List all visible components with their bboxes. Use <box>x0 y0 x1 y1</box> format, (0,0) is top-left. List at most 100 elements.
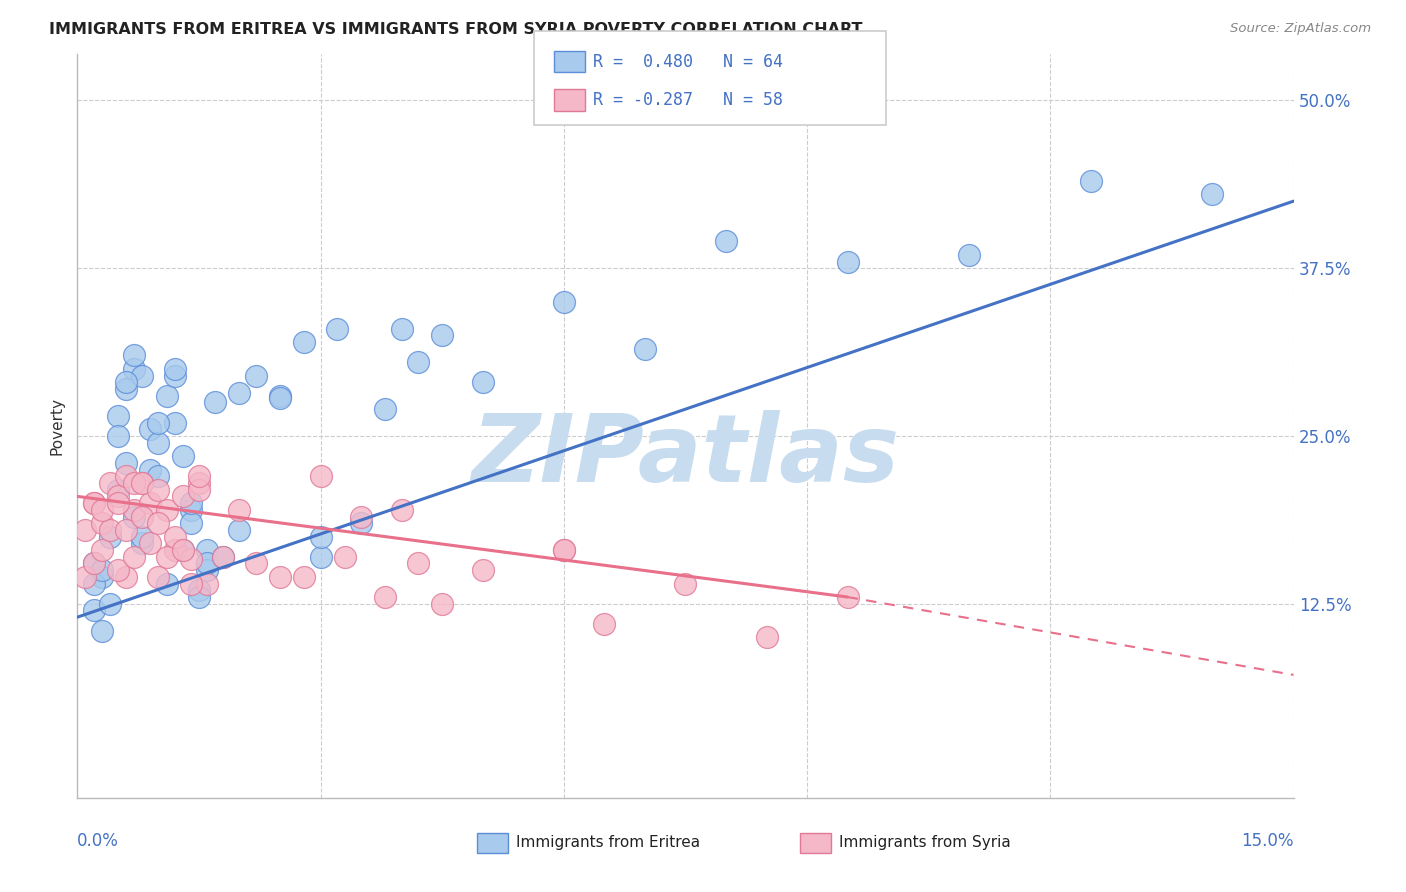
Point <box>155 503 177 517</box>
Point <box>212 549 235 564</box>
Point <box>172 543 194 558</box>
Text: R = -0.287   N = 58: R = -0.287 N = 58 <box>593 91 783 109</box>
Point <box>180 516 202 531</box>
Point <box>139 536 162 550</box>
Point <box>115 523 138 537</box>
Point <box>90 624 112 638</box>
Point <box>837 254 859 268</box>
Point <box>83 603 105 617</box>
Point <box>98 597 121 611</box>
Point <box>107 429 129 443</box>
Point <box>115 456 138 470</box>
Text: 15.0%: 15.0% <box>1241 832 1294 850</box>
Point <box>406 355 429 369</box>
Point <box>634 342 657 356</box>
Point <box>131 475 153 490</box>
Point <box>155 389 177 403</box>
Point <box>115 570 138 584</box>
Point <box>131 368 153 383</box>
Point <box>122 362 145 376</box>
Point <box>714 235 737 249</box>
Point <box>180 503 202 517</box>
Point <box>406 557 429 571</box>
Point <box>122 503 145 517</box>
Point <box>292 334 315 349</box>
Point <box>755 630 778 644</box>
Point <box>180 496 202 510</box>
Point <box>90 570 112 584</box>
Y-axis label: Poverty: Poverty <box>49 397 65 455</box>
Point <box>553 294 575 309</box>
Text: Immigrants from Eritrea: Immigrants from Eritrea <box>516 836 700 850</box>
Point <box>98 530 121 544</box>
Point <box>228 503 250 517</box>
Point <box>115 382 138 396</box>
Point <box>471 376 494 390</box>
Point <box>122 549 145 564</box>
Point <box>432 328 454 343</box>
Point <box>163 416 186 430</box>
Point <box>350 509 373 524</box>
Point <box>98 475 121 490</box>
Point <box>309 530 332 544</box>
Point <box>163 543 186 558</box>
Point <box>188 475 211 490</box>
Point <box>309 469 332 483</box>
Point <box>107 483 129 497</box>
Point <box>131 475 153 490</box>
Text: Immigrants from Syria: Immigrants from Syria <box>839 836 1011 850</box>
Point <box>115 469 138 483</box>
Point <box>148 435 170 450</box>
Point <box>180 576 202 591</box>
Point <box>163 368 186 383</box>
Point <box>269 392 291 406</box>
Point <box>269 389 291 403</box>
Point <box>172 449 194 463</box>
Point <box>83 557 105 571</box>
Point <box>188 483 211 497</box>
Point <box>83 557 105 571</box>
Point <box>83 576 105 591</box>
Text: IMMIGRANTS FROM ERITREA VS IMMIGRANTS FROM SYRIA POVERTY CORRELATION CHART: IMMIGRANTS FROM ERITREA VS IMMIGRANTS FR… <box>49 22 863 37</box>
Point <box>195 576 218 591</box>
Point <box>122 475 145 490</box>
Point <box>172 489 194 503</box>
Point <box>148 416 170 430</box>
Point <box>195 543 218 558</box>
Text: 0.0%: 0.0% <box>77 832 120 850</box>
Point <box>269 570 291 584</box>
Point <box>122 509 145 524</box>
Point <box>148 483 170 497</box>
Point <box>245 368 267 383</box>
Text: R =  0.480   N = 64: R = 0.480 N = 64 <box>593 53 783 70</box>
Point <box>139 422 162 436</box>
Point <box>139 496 162 510</box>
Point <box>553 543 575 558</box>
Point <box>188 469 211 483</box>
Point <box>195 557 218 571</box>
Point <box>228 523 250 537</box>
Point <box>593 616 616 631</box>
Point <box>107 489 129 503</box>
Point <box>107 496 129 510</box>
Point <box>228 386 250 401</box>
Point <box>172 543 194 558</box>
Point <box>212 549 235 564</box>
Point <box>180 552 202 566</box>
Point <box>148 469 170 483</box>
Point <box>333 549 356 564</box>
Point <box>292 570 315 584</box>
Point <box>131 530 153 544</box>
Point <box>139 462 162 476</box>
Point <box>957 248 980 262</box>
Point <box>204 395 226 409</box>
Point <box>90 543 112 558</box>
Point <box>188 590 211 604</box>
Point <box>131 509 153 524</box>
Point <box>326 321 349 335</box>
Point <box>90 516 112 531</box>
Point <box>83 496 105 510</box>
Point <box>155 576 177 591</box>
Point <box>1201 187 1223 202</box>
Point <box>75 523 97 537</box>
